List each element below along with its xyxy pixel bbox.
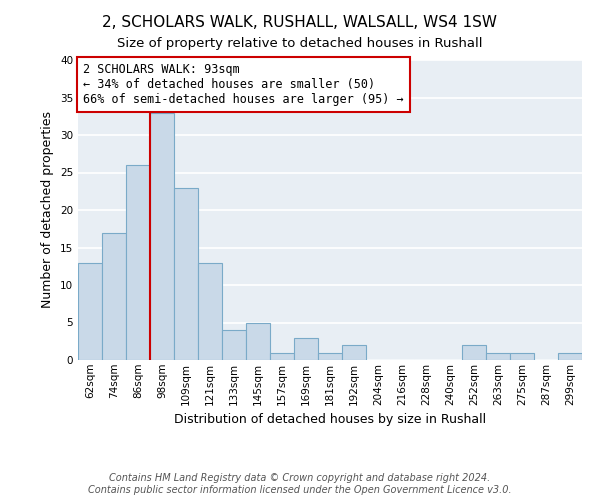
Bar	[150, 112, 174, 360]
Text: Size of property relative to detached houses in Rushall: Size of property relative to detached ho…	[117, 38, 483, 51]
Bar	[126, 165, 150, 360]
Text: Contains HM Land Registry data © Crown copyright and database right 2024.
Contai: Contains HM Land Registry data © Crown c…	[88, 474, 512, 495]
Y-axis label: Number of detached properties: Number of detached properties	[41, 112, 55, 308]
Bar	[102, 232, 126, 360]
Bar	[222, 330, 246, 360]
X-axis label: Distribution of detached houses by size in Rushall: Distribution of detached houses by size …	[174, 413, 486, 426]
Bar	[246, 322, 270, 360]
Bar	[486, 352, 510, 360]
Bar	[342, 345, 366, 360]
Bar	[318, 352, 342, 360]
Bar	[294, 338, 318, 360]
Bar	[462, 345, 486, 360]
Text: 2, SCHOLARS WALK, RUSHALL, WALSALL, WS4 1SW: 2, SCHOLARS WALK, RUSHALL, WALSALL, WS4 …	[103, 15, 497, 30]
Bar	[558, 352, 582, 360]
Bar	[174, 188, 198, 360]
Bar	[78, 262, 102, 360]
Bar	[510, 352, 534, 360]
Bar	[198, 262, 222, 360]
Bar	[270, 352, 294, 360]
Text: 2 SCHOLARS WALK: 93sqm
← 34% of detached houses are smaller (50)
66% of semi-det: 2 SCHOLARS WALK: 93sqm ← 34% of detached…	[83, 63, 404, 106]
